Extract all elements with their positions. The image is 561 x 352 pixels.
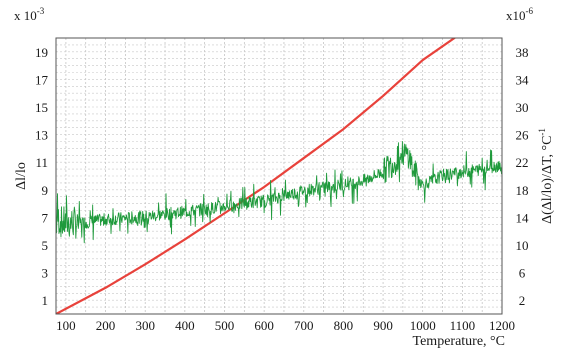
plot-frame (55, 37, 503, 315)
y-left-tick-label: 1 (42, 293, 49, 308)
y-left-axis-title: Δl/lo (14, 162, 29, 190)
series-layer (56, 38, 502, 314)
y-right-axis-title: Δ(Δl/lo)/ΔT, °C-1 (537, 128, 555, 224)
y-left-tick-label: 7 (42, 210, 49, 225)
series-line-expansion (56, 38, 457, 314)
x-tick-label: 1000 (410, 318, 436, 333)
tick-labels: 100 200 300 400 500 600 700 800 900 1000 1100 1200 1… (35, 45, 529, 333)
y-left-tick-label: 11 (35, 155, 48, 170)
x-tick-label: 1200 (489, 318, 515, 333)
x-tick-label: 300 (135, 318, 155, 333)
y-right-axis-title-exp: -1 (537, 128, 547, 136)
x-tick-label: 800 (334, 318, 354, 333)
y-left-tick-label: 5 (42, 238, 49, 253)
y-right-tick-label: 18 (516, 183, 529, 198)
series-line-coefficient (56, 141, 502, 244)
x-tick-label: 600 (254, 318, 274, 333)
y-right-tick-label: 22 (516, 155, 529, 170)
y-left-tick-label: 3 (42, 266, 49, 281)
y-left-tick-label: 13 (35, 128, 48, 143)
y-right-multiplier: x10-6 (506, 6, 533, 23)
y-right-multiplier-base: x10 (506, 8, 526, 23)
y-left-tick-label: 17 (35, 72, 49, 87)
y-left-tick-label: 19 (35, 45, 48, 60)
x-tick-label: 400 (175, 318, 195, 333)
y-right-tick-label: 38 (516, 45, 529, 60)
y-left-tick-label: 15 (35, 100, 48, 115)
y-left-multiplier-exp: -3 (37, 6, 45, 16)
y-right-multiplier-exp: -6 (526, 6, 534, 16)
y-right-tick-label: 14 (516, 210, 530, 225)
grid (56, 38, 502, 314)
y-left-multiplier-base: x 10 (14, 8, 37, 23)
y-right-tick-label: 6 (519, 266, 526, 281)
x-tick-label: 500 (215, 318, 235, 333)
x-tick-label: 1100 (450, 318, 476, 333)
y-left-tick-label: 9 (42, 183, 49, 198)
x-axis-title: Temperature, °C (413, 334, 505, 349)
y-right-axis-title-base: Δ(Δl/lo)/ΔT, °C (540, 136, 555, 224)
x-tick-label: 100 (56, 318, 76, 333)
y-right-tick-label: 10 (516, 238, 529, 253)
x-tick-label: 700 (294, 318, 314, 333)
y-right-tick-label: 30 (516, 100, 529, 115)
y-right-tick-label: 34 (516, 72, 530, 87)
x-tick-label: 200 (96, 318, 116, 333)
x-tick-label: 900 (373, 318, 393, 333)
y-right-tick-label: 26 (516, 128, 530, 143)
y-right-tick-label: 2 (519, 293, 526, 308)
y-left-multiplier: x 10-3 (14, 6, 45, 23)
